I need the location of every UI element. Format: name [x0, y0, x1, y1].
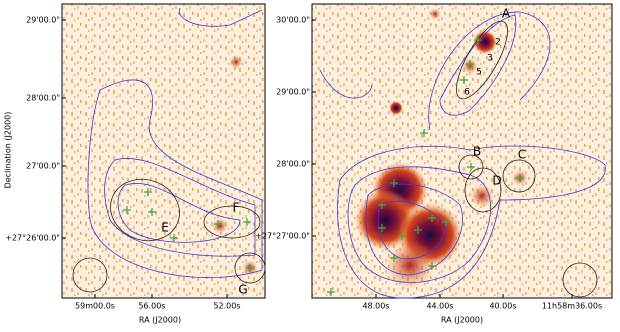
x-tick-label: 11h58m36.00s [542, 302, 602, 311]
region-label: 6 [464, 88, 470, 98]
y-axis-label: Declination (J2000) [4, 112, 13, 189]
y-tick-label: 30'00.0" [276, 16, 310, 25]
left-panel [61, 3, 266, 299]
image [311, 3, 613, 299]
region-label: G [238, 283, 247, 297]
x-axis-label: RA (J2000) [441, 316, 483, 325]
region-label: F [233, 201, 240, 215]
region-label: E [161, 221, 169, 235]
region-label: D [492, 174, 501, 188]
image [61, 3, 266, 299]
y-tick-label: 28'00.0" [26, 94, 60, 103]
x-tick-label: 40.00s [489, 302, 516, 311]
region-label: B [473, 145, 481, 159]
y-tick-label: 28'00.0" [276, 160, 310, 169]
right-panel [311, 3, 613, 299]
x-tick-label: 56.00s [138, 302, 165, 311]
x-tick-label: 48.00s [362, 302, 389, 311]
region-label: A [502, 7, 511, 21]
x-axis-label: RA (J2000) [139, 316, 181, 325]
x-tick-label: 44.00s [426, 302, 453, 311]
y-tick-label: 29'00.0" [26, 16, 60, 25]
x-tick-label: 59m00.0s [75, 302, 115, 311]
x-tick-label: 52.00s [213, 302, 240, 311]
y-tick-label: +27°27'00.0" [255, 232, 310, 241]
y-tick-label: 29'00.0" [276, 88, 310, 97]
y-tick-label: 27'00.0" [26, 162, 60, 171]
region-label: 3 [487, 54, 493, 64]
region-label: C [518, 148, 526, 162]
region-label: 5 [476, 68, 482, 78]
region-label: 2 [495, 38, 501, 48]
y-tick-label: +27°26'00.0" [5, 234, 60, 243]
